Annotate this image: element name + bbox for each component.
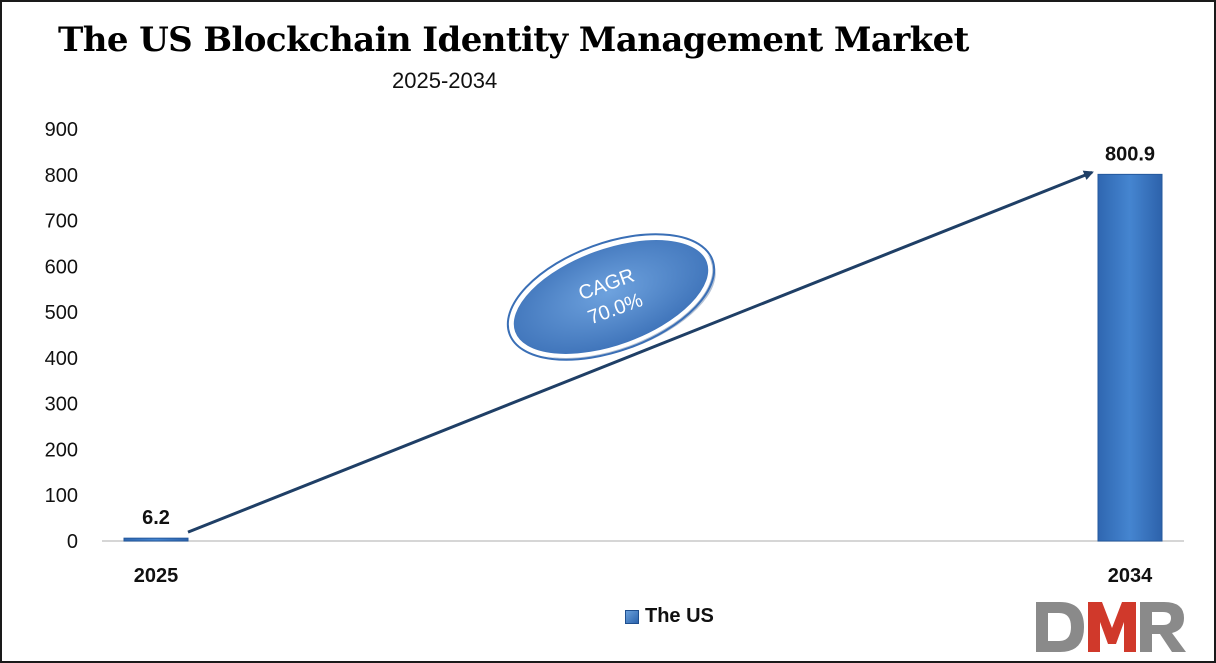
- y-tick-label: 200: [45, 439, 78, 461]
- y-tick-label: 500: [45, 302, 78, 324]
- legend-label: The US: [645, 605, 714, 627]
- cagr-badge: CAGR 70.0%: [506, 233, 716, 361]
- y-tick-label: 300: [45, 394, 78, 416]
- data-label: 6.2: [142, 507, 170, 529]
- bar: [123, 537, 189, 542]
- y-tick-label: 600: [45, 256, 78, 278]
- chart-subtitle: 2025-2034: [392, 68, 498, 93]
- growth-arrow: [187, 170, 1094, 534]
- chart-legend: The US: [625, 605, 714, 628]
- chart-title: The US Blockchain Identity Management Ma…: [58, 20, 969, 60]
- x-tick-label: 2034: [1108, 565, 1153, 587]
- y-tick-label: 700: [45, 211, 78, 233]
- y-tick-label: 100: [45, 485, 78, 507]
- legend-swatch: [625, 609, 639, 624]
- y-tick-label: 0: [67, 531, 78, 553]
- data-label: 800.9: [1105, 143, 1155, 165]
- bar: [1097, 173, 1163, 542]
- y-tick-label: 900: [45, 119, 78, 141]
- y-tick-label: 400: [45, 348, 78, 370]
- dmr-logo: [1036, 602, 1186, 652]
- x-tick-label: 2025: [134, 565, 179, 587]
- y-tick-label: 800: [45, 165, 78, 187]
